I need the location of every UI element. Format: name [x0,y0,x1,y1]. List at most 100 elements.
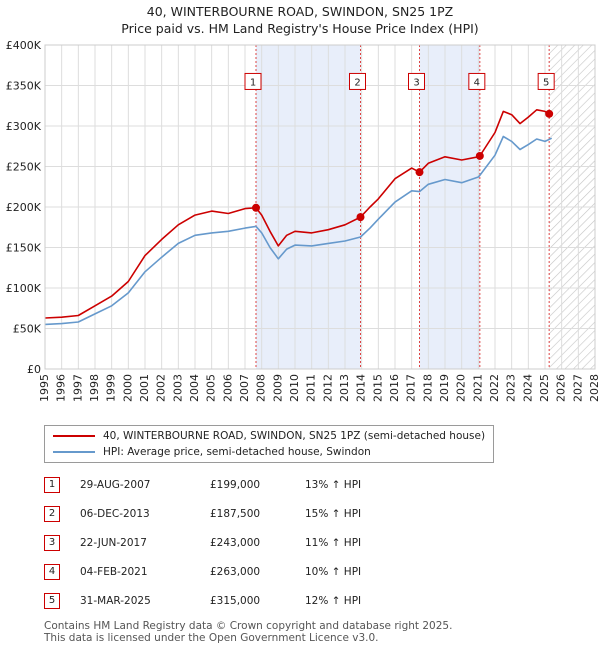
footer-copyright: Contains HM Land Registry data © Crown c… [44,620,453,632]
sale-label-number: 5 [543,77,549,88]
sale-price: £187,500 [210,507,261,520]
legend-label-hpi: HPI: Average price, semi-detached house,… [103,446,371,458]
y-tick-label: £100K [6,282,42,295]
y-tick-label: £0 [27,363,41,376]
sale-price: £315,000 [210,594,261,607]
sale-date: 22-JUN-2017 [80,536,147,549]
sale-point [356,213,365,222]
x-tick-label: 1995 [38,374,51,402]
series-line-hpi [44,135,553,326]
sale-hpi-diff: 11% ↑ HPI [305,536,362,549]
sale-label-box: 5 [537,72,555,90]
x-tick-label: 2026 [555,374,568,402]
x-tick-label: 2019 [438,374,451,402]
x-tick-label: 2023 [505,374,518,402]
sale-label-box: 4 [468,72,486,90]
sale-label-number: 4 [474,77,480,88]
sale-label-number: 1 [250,77,256,88]
price-chart: 1 2 3 4 5 £0 £50K £100K £150K £200K £250K £300K £350… [6,39,600,402]
footer-licence: This data is licensed under the Open Gov… [44,632,379,644]
y-tick-label: £50K [13,323,42,336]
sale-number-badge: 2 [44,505,60,522]
footer-attribution: Contains HM Land Registry data © Crown c… [44,620,452,644]
table-row: 2 06-DEC-2013 £187,500 15% ↑ HPI [44,499,361,528]
x-tick-label: 2015 [371,374,384,402]
x-tick-label: 2010 [288,374,301,402]
x-tick-label: 2001 [138,374,151,402]
y-tick-label: £350K [6,80,42,93]
sale-label-box: 3 [408,72,425,90]
legend-swatch-hpi [53,451,95,453]
sale-label-frame [349,72,366,90]
y-tick-label: £400K [6,39,42,52]
sale-number-badge: 1 [44,476,60,493]
sale-hpi-diff: 10% ↑ HPI [305,565,362,578]
x-tick-label: 2027 [571,374,584,402]
x-tick-label: 2025 [538,374,551,402]
x-tick-label: 2006 [221,374,234,402]
sale-label-number: 3 [413,77,419,88]
sale-date: 31-MAR-2025 [80,594,151,607]
sale-number-badge: 5 [44,592,60,609]
x-tick-label: 2011 [305,374,318,402]
y-tick-label: £300K [6,120,42,133]
sale-hpi-diff: 12% ↑ HPI [305,594,362,607]
x-tick-label: 2018 [421,374,434,402]
x-tick-label: 2024 [521,374,534,402]
table-row: 4 04-FEB-2021 £263,000 10% ↑ HPI [44,557,361,586]
sale-number-badge: 3 [44,534,60,551]
chart-title: 40, WINTERBOURNE ROAD, SWINDON, SN25 1PZ [146,4,454,19]
x-tick-label: 1999 [105,374,118,402]
y-tick-label: £250K [6,161,42,174]
x-tick-label: 2002 [155,374,168,402]
x-tick-label: 2007 [238,374,251,402]
x-tick-label: 1998 [88,374,101,402]
table-row: 1 29-AUG-2007 £199,000 13% ↑ HPI [44,470,361,499]
sale-price: £199,000 [210,478,261,491]
sale-point [252,203,260,212]
sale-label-box: 2 [349,72,366,90]
y-tick-label: £200K [6,201,42,214]
sales-table: 1 29-AUG-2007 £199,000 13% ↑ HPI 2 06-DE… [44,470,361,615]
sale-hpi-diff: 15% ↑ HPI [305,507,362,520]
table-row: 3 22-JUN-2017 £243,000 11% ↑ HPI [44,528,361,557]
series-line-property [44,109,550,319]
sale-date: 04-FEB-2021 [80,565,148,578]
sale-label-frame [537,72,555,90]
x-tick-label: 2013 [338,374,351,402]
chart-subtitle: Price paid vs. HM Land Registry's House … [121,21,479,36]
x-tick-label: 2004 [188,374,201,402]
sale-price: £243,000 [210,536,261,549]
x-tick-label: 2009 [271,374,284,402]
sale-label-frame [408,72,425,90]
sale-price: £263,000 [210,565,261,578]
x-tick-label: 2008 [255,374,268,402]
sale-date: 29-AUG-2007 [80,478,151,491]
sale-date: 06-DEC-2013 [80,507,150,520]
x-tick-label: 2014 [355,374,368,402]
x-tick-label: 2017 [405,374,418,402]
sale-label-frame [468,72,486,90]
x-tick-label: 2021 [471,374,484,402]
sale-label-number: 2 [354,77,360,88]
sale-point [415,168,424,177]
x-tick-label: 1996 [55,374,68,402]
y-tick-label: £150K [6,242,42,255]
sale-point [475,151,484,160]
table-row: 5 31-MAR-2025 £315,000 12% ↑ HPI [44,586,361,615]
x-tick-label: 2003 [171,374,184,402]
x-tick-label: 2005 [205,374,218,402]
legend-label-property: 40, WINTERBOURNE ROAD, SWINDON, SN25 1PZ… [103,430,486,442]
x-tick-label: 2016 [388,374,401,402]
x-tick-label: 2000 [121,374,134,402]
legend-swatch-property [53,435,95,437]
sale-hpi-diff: 13% ↑ HPI [305,478,362,491]
sale-label-frame [244,72,262,90]
x-tick-label: 2012 [321,374,334,402]
sale-point [545,109,554,118]
chart-legend: 40, WINTERBOURNE ROAD, SWINDON, SN25 1PZ… [44,425,494,463]
x-tick-label: 2022 [488,374,501,402]
sale-label-box: 1 [244,72,262,90]
x-tick-label: 2020 [455,374,468,402]
x-tick-label: 1997 [71,374,84,402]
